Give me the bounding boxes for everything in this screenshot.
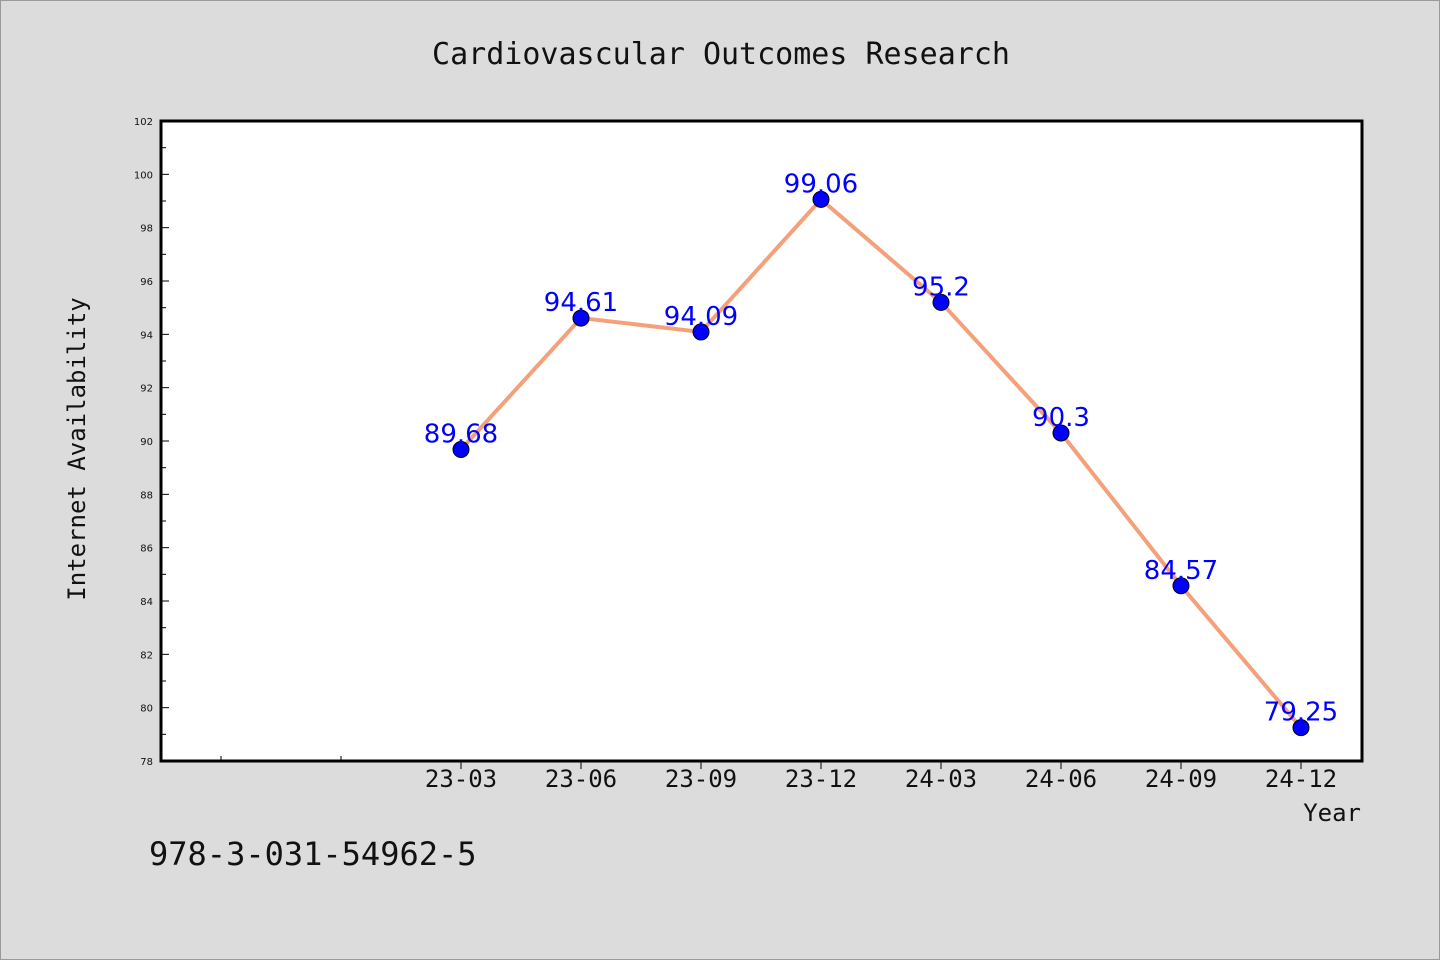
y-tick-label: 100	[134, 170, 153, 181]
data-point	[1292, 719, 1310, 737]
chart-title: Cardiovascular Outcomes Research	[432, 37, 1010, 72]
data-label: 79.25	[1264, 698, 1338, 728]
y-tick-label: 88	[140, 490, 153, 501]
data-label: 89.68	[424, 420, 498, 450]
data-point	[1172, 577, 1190, 595]
data-point	[1052, 424, 1070, 442]
series-layer	[452, 190, 1310, 737]
x-tick-label: 24-03	[905, 765, 977, 793]
data-labels: 89.68 94.61 94.09 99.06 95.2 90.3 84.57 79.25	[424, 169, 1338, 727]
data-point	[452, 441, 470, 459]
series-line	[459, 197, 1303, 729]
data-label: 94.61	[544, 288, 618, 318]
y-tick-label: 86	[140, 544, 153, 555]
x-tick-label: 24-09	[1145, 765, 1217, 793]
data-label: 95.2	[912, 272, 970, 302]
y-axis-label: Internet Availability	[63, 297, 91, 600]
data-label: 90.3	[1032, 403, 1090, 433]
y-tick-label: 84	[140, 597, 153, 608]
x-tick-label: 23-09	[665, 765, 737, 793]
x-tick-label: 23-03	[425, 765, 497, 793]
y-tick-label: 102	[134, 117, 153, 128]
data-label: 99.06	[784, 169, 858, 199]
y-tick-label: 96	[140, 277, 153, 288]
data-label: 94.09	[664, 302, 738, 332]
data-point	[932, 293, 950, 311]
y-tick-label: 92	[140, 384, 153, 395]
y-tick-label: 82	[140, 650, 153, 661]
y-tick-label: 80	[140, 704, 153, 715]
y-tick-label: 98	[140, 224, 153, 235]
y-tick-label: 90	[140, 437, 153, 448]
x-axis: 23-03 23-06 23-09 23-12 24-03 24-06 24-09 24-12	[220, 756, 1337, 793]
x-tick-label: 24-12	[1265, 765, 1337, 793]
x-axis-label: Year	[1303, 799, 1361, 827]
data-point	[572, 309, 590, 327]
x-tick-label: 23-12	[785, 765, 857, 793]
plot-area	[159, 119, 1364, 763]
data-point	[692, 323, 710, 341]
y-axis: 78 80 82 84 86 88 90 92 94 96 98 100 102	[134, 117, 169, 768]
data-point	[812, 190, 830, 208]
footnote-isbn: 978-3-031-54962-5	[149, 835, 477, 873]
y-tick-label: 78	[140, 757, 153, 768]
x-tick-label: 23-06	[545, 765, 617, 793]
x-tick-label: 24-06	[1025, 765, 1097, 793]
y-tick-label: 94	[140, 330, 153, 341]
data-label: 84.57	[1144, 556, 1218, 586]
